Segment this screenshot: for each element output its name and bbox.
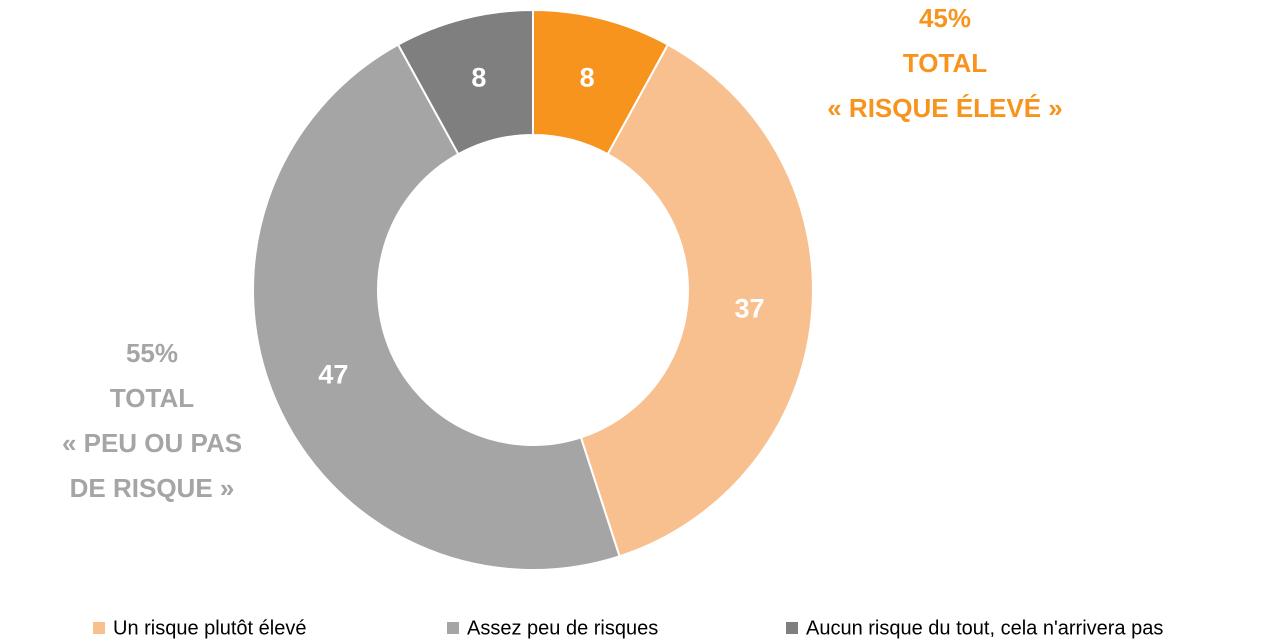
annotation: DE RISQUE » — [70, 473, 235, 503]
annotation: 45% — [919, 3, 971, 33]
legend-swatch — [93, 622, 105, 634]
donut-segment — [579, 43, 814, 558]
annotation: TOTAL — [110, 383, 194, 413]
legend-label: Assez peu de risques — [467, 617, 658, 639]
data-label: 8 — [580, 62, 595, 92]
annotation: TOTAL — [903, 48, 987, 78]
data-label: 37 — [735, 294, 765, 324]
legend-label: Aucun risque du tout, cela n'arrivera pa… — [806, 617, 1163, 639]
legend-swatch — [786, 622, 798, 634]
donut-segment — [396, 8, 534, 156]
annotation: 55% — [126, 338, 178, 368]
annotation: « PEU OU PAS — [62, 428, 242, 458]
annotation: « RISQUE ÉLEVÉ » — [827, 93, 1063, 123]
donut-segment — [252, 43, 621, 571]
data-label: 8 — [471, 62, 486, 92]
data-label: 47 — [318, 360, 348, 390]
legend-label: Un risque plutôt élevé — [113, 617, 306, 639]
legend-swatch — [447, 622, 459, 634]
